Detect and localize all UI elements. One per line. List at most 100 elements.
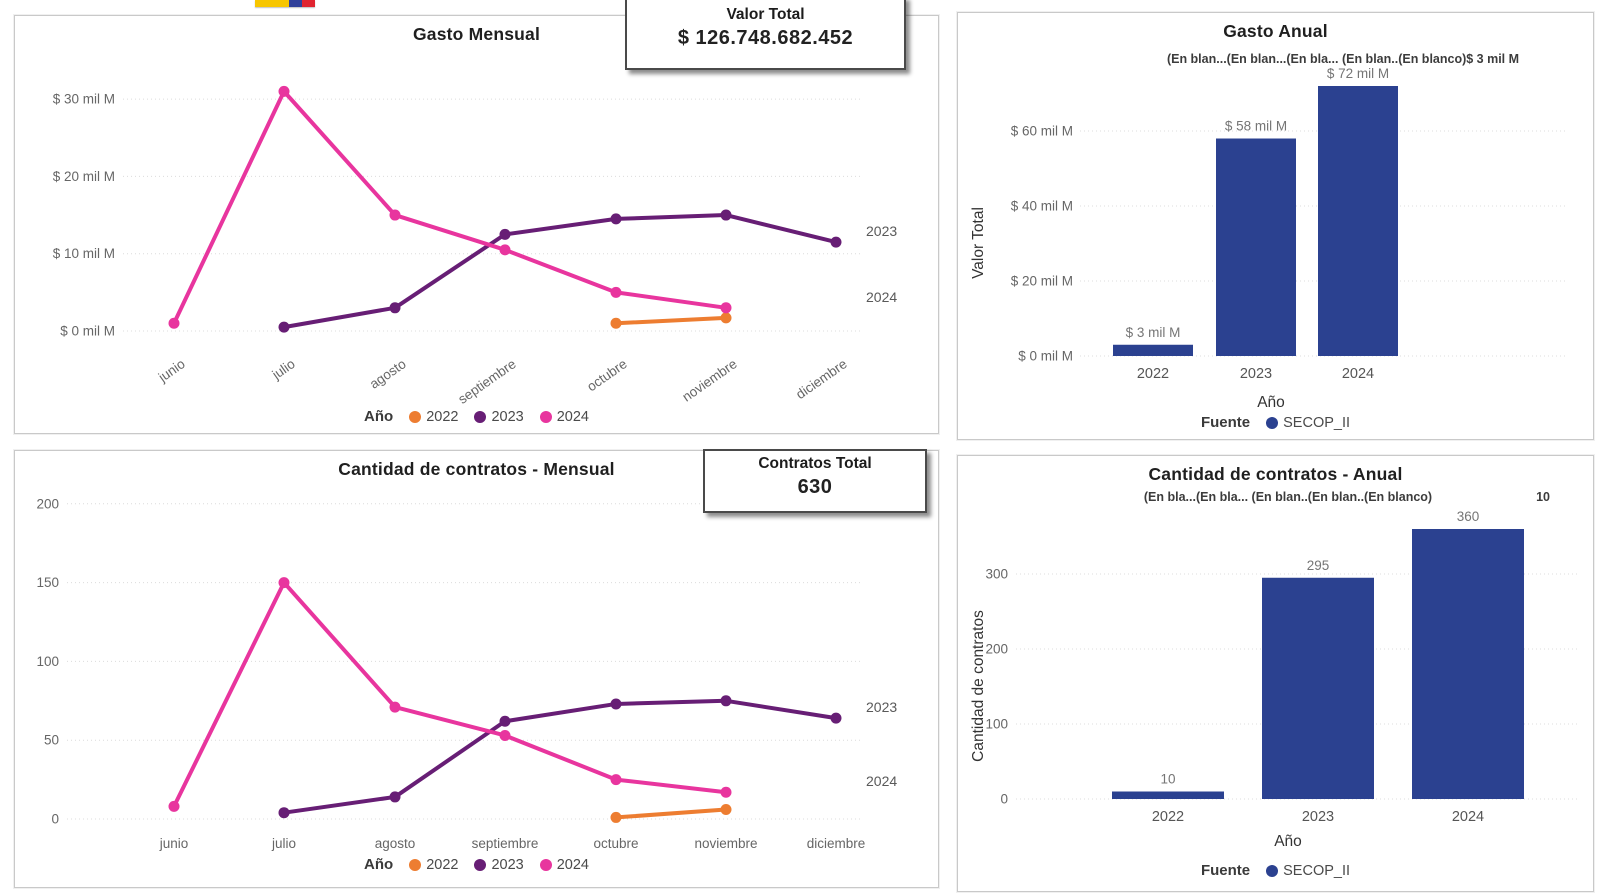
data-point-2024[interactable] — [389, 209, 401, 221]
bar-value-label: 360 — [1457, 509, 1480, 524]
data-point-2024[interactable] — [168, 800, 180, 812]
legend-dot — [409, 410, 422, 423]
data-point-2024[interactable] — [499, 244, 511, 256]
y-tick-label: 300 — [985, 567, 1008, 582]
series-2024 — [168, 577, 732, 812]
data-point-2022[interactable] — [720, 312, 732, 324]
contratos-total-value: 630 — [797, 476, 833, 498]
legend-item-2023[interactable]: 2023 — [474, 409, 524, 425]
legend-dot — [539, 410, 552, 423]
panel-contratos-mensual: Cantidad de contratos - Mensual 0 50 100 15… — [14, 450, 939, 888]
x-tick-label: diciembre — [807, 836, 866, 851]
data-point-2023[interactable] — [499, 228, 511, 240]
x-axis-title: Año — [1274, 833, 1302, 850]
data-point-2024[interactable] — [278, 85, 290, 97]
data-point-2023[interactable] — [830, 236, 842, 248]
legend-item-2023[interactable]: 2023 — [474, 857, 524, 873]
y-tick-label: 100 — [985, 717, 1008, 732]
data-point-2023[interactable] — [499, 715, 511, 727]
data-point-2023[interactable] — [278, 807, 290, 819]
legend-item-2022[interactable]: 2022 — [409, 857, 458, 873]
x-tick-label: agosto — [367, 356, 409, 392]
bar-2023[interactable] — [1216, 138, 1296, 357]
data-point-2023[interactable] — [610, 698, 622, 710]
contratos-total-title: Contratos Total — [758, 455, 872, 472]
data-point-2023[interactable] — [830, 712, 842, 724]
legend-item-2024[interactable]: 2024 — [539, 409, 589, 425]
legend-item-SECOP_II[interactable]: SECOP_II — [1266, 415, 1350, 431]
data-point-2023[interactable] — [389, 791, 401, 803]
x-tick-label: junio — [155, 356, 188, 385]
legend-title: Año — [364, 408, 394, 425]
data-point-2024[interactable] — [610, 286, 622, 298]
y-tick-label: 0 — [1000, 792, 1008, 807]
data-point-2022[interactable] — [610, 811, 622, 823]
bar-2022[interactable] — [1112, 791, 1224, 800]
data-point-2023[interactable] — [389, 302, 401, 314]
line-2024 — [172, 89, 728, 326]
series-end-label-2023: 2023 — [866, 223, 897, 239]
data-point-2023[interactable] — [720, 209, 732, 221]
legend-item-SECOP_II[interactable]: SECOP_II — [1266, 863, 1350, 879]
data-point-2023[interactable] — [610, 213, 622, 225]
bar-2024[interactable] — [1412, 529, 1524, 799]
legend-item-2022[interactable]: 2022 — [409, 409, 458, 425]
y-tick-label: 200 — [985, 642, 1008, 657]
y-tick-label: $ 0 mil M — [1018, 349, 1073, 364]
bar-2023[interactable] — [1262, 577, 1374, 799]
line-2022 — [614, 315, 728, 326]
data-point-2024[interactable] — [610, 774, 622, 786]
contratos-total-card: Contratos Total 630 — [703, 449, 927, 513]
data-point-2022[interactable] — [720, 804, 732, 816]
data-point-2024[interactable] — [278, 577, 290, 589]
data-point-2024[interactable] — [720, 786, 732, 798]
data-point-2024[interactable] — [168, 317, 180, 329]
y-tick-label: 100 — [36, 654, 59, 669]
data-point-2023[interactable] — [278, 321, 290, 333]
legend-label: SECOP_II — [1283, 414, 1351, 431]
y-tick-label: 0 — [51, 812, 59, 827]
legend-title: Año — [364, 856, 394, 873]
legend-dot — [1266, 864, 1279, 877]
x-tick-label: octubre — [593, 836, 638, 851]
bar-2024[interactable] — [1318, 86, 1398, 356]
x-tick-label: agosto — [375, 836, 416, 851]
legend-label: 2022 — [426, 408, 459, 425]
bar-value-label: $ 72 mil M — [1327, 66, 1389, 81]
flag-blue-stripe — [289, 0, 302, 7]
y-tick-label: $ 20 mil M — [53, 169, 115, 184]
legend-item-2024[interactable]: 2024 — [539, 857, 589, 873]
bar-value-label: $ 3 mil M — [1126, 325, 1181, 340]
legend-title: Fuente — [1200, 414, 1251, 431]
data-point-2023[interactable] — [720, 695, 732, 707]
data-point-2024[interactable] — [499, 729, 511, 741]
chart-title-contratos-anual: Cantidad de contratos - Anual — [1148, 464, 1403, 484]
panel-gasto-mensual: Gasto Mensual $ 0 mil M $ 10 mil M $ 20 mi… — [14, 15, 939, 434]
x-tick-label: 2024 — [1452, 809, 1484, 825]
x-tick-label: julio — [269, 356, 298, 383]
x-tick-label: 2022 — [1152, 809, 1184, 825]
y-tick-label: 150 — [36, 575, 59, 590]
data-point-2024[interactable] — [720, 302, 732, 314]
legend-dot — [474, 410, 487, 423]
blank-category-labels: (En bla...(En bla... (En blan..(En blan.… — [1144, 490, 1432, 504]
y-tick-label: $ 60 mil M — [1011, 124, 1073, 139]
bar-2022[interactable] — [1113, 344, 1193, 356]
valor-total-value: $ 126.748.682.452 — [677, 27, 854, 49]
x-axis-title: Año — [1257, 394, 1285, 411]
panel-gasto-anual: Gasto Anual $ 0 mil M $ 20 mil M $ 40 mil … — [957, 12, 1594, 440]
series-2023 — [278, 209, 842, 333]
data-point-2022[interactable] — [610, 317, 622, 329]
legend-contratos-mensual: Año 2022 2023 2024 — [15, 856, 938, 873]
legend-label: SECOP_II — [1283, 862, 1351, 879]
series-2022 — [610, 804, 732, 823]
x-tick-label: diciembre — [793, 356, 850, 402]
legend-dot — [1266, 416, 1279, 429]
legend-label: 2022 — [426, 856, 459, 873]
legend-contratos-anual: Fuente SECOP_II — [958, 862, 1593, 879]
x-tick-label: septiembre — [455, 356, 518, 407]
y-tick-label: $ 10 mil M — [53, 246, 115, 261]
legend-dot — [474, 858, 487, 871]
data-point-2024[interactable] — [389, 701, 401, 713]
